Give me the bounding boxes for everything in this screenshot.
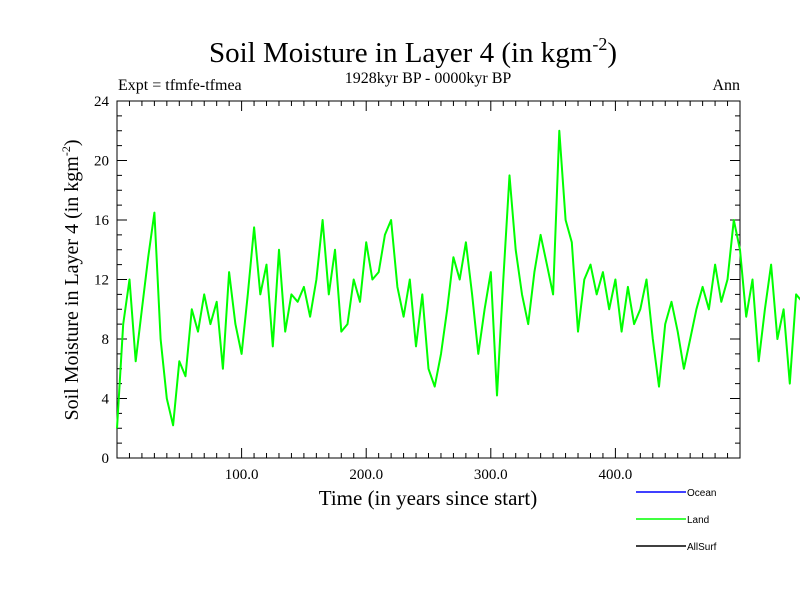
legend-item-ocean: Ocean: [636, 488, 716, 499]
season-label: Ann: [712, 77, 740, 94]
y-axis-ticks: 0 4 8 12 16 20 24: [94, 94, 740, 467]
legend-label-allsurf: AllSurf: [687, 542, 717, 553]
legend-label-ocean: Ocean: [687, 488, 716, 499]
chart-title: Soil Moisture in Layer 4 (in kgm-2): [209, 34, 617, 69]
x-axis-label: Time (in years since start): [319, 486, 538, 510]
y-tick-label: 20: [94, 154, 109, 170]
y-tick-label: 8: [102, 332, 110, 348]
x-tick-label: 200.0: [349, 467, 383, 483]
legend-label-land: Land: [687, 515, 709, 526]
y-tick-label: 16: [94, 213, 110, 229]
x-tick-label: 400.0: [599, 467, 633, 483]
y-tick-label: 24: [94, 94, 110, 110]
legend-item-land: Land: [636, 515, 709, 526]
y-axis-label: Soil Moisture in Layer 4 (in kgm-2): [59, 139, 83, 420]
chart-title-close: ): [607, 37, 617, 69]
x-tick-label: 300.0: [474, 467, 508, 483]
y-tick-label: 4: [102, 392, 110, 408]
y-axis-label-superscript: -2: [59, 146, 73, 156]
chart-subtitle: 1928kyr BP - 0000kyr BP: [345, 70, 512, 87]
land-series-line: [116, 129, 800, 429]
x-tick-label: 100.0: [225, 467, 259, 483]
y-tick-label: 0: [102, 451, 110, 467]
y-axis-label-close: ): [61, 139, 83, 146]
y-tick-label: 12: [94, 273, 109, 289]
chart-title-superscript: -2: [592, 34, 607, 54]
legend-item-allsurf: AllSurf: [636, 542, 717, 553]
legend: Ocean Land AllSurf: [636, 488, 717, 553]
experiment-label: Expt = tfmfe-tfmea: [118, 77, 242, 94]
x-axis-ticks: 100.0 200.0 300.0 400.0: [128, 101, 729, 483]
